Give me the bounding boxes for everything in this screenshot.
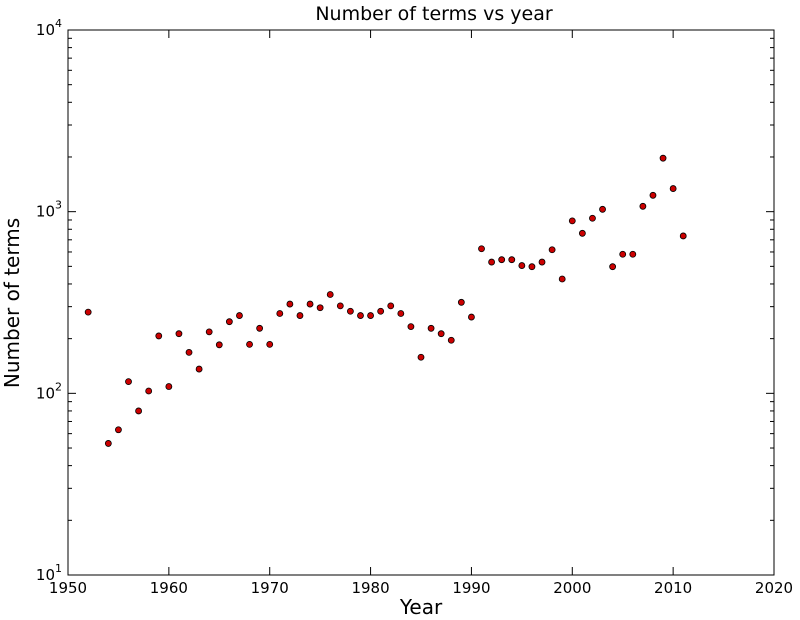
- data-point: [236, 312, 243, 319]
- y-axis-label: Number of terms: [0, 218, 24, 388]
- data-point: [548, 246, 556, 254]
- data-point: [195, 365, 203, 373]
- data-point: [336, 302, 344, 310]
- y-tick-label: 102: [36, 380, 62, 402]
- data-point: [145, 387, 153, 395]
- data-point: [326, 291, 334, 298]
- plot-area: [67, 29, 775, 576]
- x-tick-label: 2010: [654, 579, 692, 597]
- data-point: [679, 232, 687, 240]
- y-axis: 101 102 103 104: [36, 17, 774, 584]
- data-point: [84, 308, 92, 316]
- data-point: [609, 263, 617, 271]
- data-point: [649, 191, 657, 199]
- data-point: [286, 300, 294, 308]
- data-point: [296, 312, 304, 319]
- data-point: [175, 330, 183, 338]
- data-point: [659, 154, 667, 162]
- data-point: [115, 426, 122, 434]
- data-point: [407, 323, 415, 330]
- data-point: [447, 336, 455, 344]
- data-point: [508, 256, 516, 264]
- data-point: [276, 310, 284, 317]
- data-point: [538, 258, 546, 266]
- data-point: [104, 440, 112, 447]
- x-tick-label: 1960: [150, 579, 188, 597]
- data-point: [377, 307, 385, 315]
- data-point: [457, 298, 465, 306]
- data-point: [357, 312, 364, 319]
- data-point: [225, 318, 233, 326]
- y-tick-label: 101: [36, 562, 62, 584]
- data-point: [346, 307, 354, 315]
- data-point: [478, 245, 485, 253]
- data-point: [639, 202, 647, 210]
- data-point: [135, 407, 143, 415]
- data-point: [387, 302, 395, 310]
- x-axis-label: Year: [399, 595, 443, 619]
- data-point: [629, 250, 637, 258]
- data-point: [306, 300, 314, 308]
- data-point: [528, 263, 536, 271]
- chart-title: Number of terms vs year: [315, 3, 553, 25]
- x-tick-label: 1980: [351, 579, 389, 597]
- data-point: [155, 332, 163, 340]
- data-point: [266, 340, 274, 348]
- data-point: [165, 383, 173, 390]
- data-point: [427, 324, 435, 332]
- data-point: [185, 349, 193, 356]
- data-point: [558, 275, 566, 283]
- data-point: [316, 304, 324, 312]
- data-points: [84, 154, 687, 447]
- data-point: [498, 256, 506, 264]
- data-point: [619, 250, 627, 258]
- x-tick-label: 2000: [553, 579, 591, 597]
- data-point: [488, 258, 496, 266]
- data-point: [367, 312, 374, 319]
- x-tick-label: 2020: [755, 579, 793, 597]
- data-point: [669, 185, 677, 192]
- x-tick-label: 1970: [251, 579, 289, 597]
- data-point: [518, 262, 526, 269]
- data-point: [599, 205, 606, 213]
- plot-frame: [67, 29, 775, 576]
- data-point: [125, 378, 132, 386]
- x-axis: 1950 1960 1970 1980 1990 2000 2010 2020: [49, 30, 793, 597]
- x-tick-label: 1950: [49, 579, 87, 597]
- data-point: [468, 313, 475, 321]
- data-point: [578, 229, 586, 237]
- data-point: [568, 217, 576, 225]
- x-tick-label: 1990: [452, 579, 490, 597]
- data-point: [437, 330, 445, 338]
- y-tick-label: 104: [36, 17, 62, 39]
- data-point: [589, 214, 596, 222]
- data-point: [397, 310, 405, 317]
- data-point: [256, 324, 264, 332]
- data-point: [215, 341, 223, 349]
- data-point: [205, 328, 213, 336]
- data-point: [246, 340, 253, 348]
- data-point: [417, 353, 425, 361]
- y-tick-label: 103: [36, 199, 62, 221]
